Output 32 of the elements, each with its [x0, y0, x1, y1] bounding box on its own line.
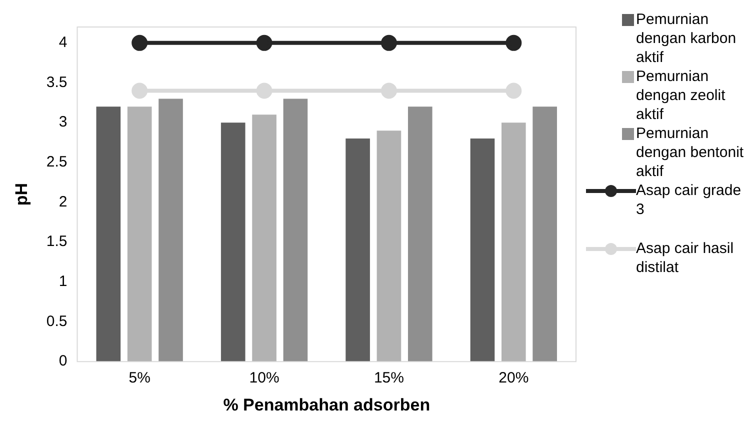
bar — [376, 130, 402, 362]
bar — [346, 138, 370, 362]
x-axis-title: % Penambahan adsorben — [223, 395, 430, 414]
bar — [408, 106, 432, 362]
y-axis-title: pH — [12, 182, 31, 206]
bar — [96, 106, 121, 362]
bar — [502, 122, 526, 362]
bar — [158, 98, 183, 362]
y-tick-label: 1.5 — [46, 233, 68, 250]
y-tick-label: 1 — [58, 273, 68, 290]
legend-label: Pemurnian dengan karbon aktif — [636, 10, 738, 67]
x-tick-label: 15% — [374, 370, 404, 387]
x-tick-label: 10% — [249, 370, 280, 387]
y-tick-label: 2.5 — [46, 154, 68, 171]
x-tick-label: 5% — [128, 370, 150, 387]
y-tick-label: 2 — [58, 193, 68, 210]
x-tick-label: 20% — [498, 370, 529, 387]
y-tick-label: 4 — [58, 34, 68, 52]
y-tick-label: 3.5 — [46, 74, 68, 91]
bar — [252, 114, 276, 362]
legend-label: Asap cair hasil distilat — [636, 239, 735, 277]
legend-label: Pemurnian dengan bentonit aktif — [636, 124, 744, 181]
bar — [532, 106, 557, 362]
y-tick-label: 3 — [58, 114, 68, 131]
bar — [283, 98, 308, 362]
bar — [220, 122, 246, 362]
y-tick-label: 0.5 — [46, 312, 68, 330]
y-tick-label: 0 — [58, 352, 68, 370]
bar — [127, 106, 152, 362]
legend-label: Pemurnian dengan zeolit aktif — [636, 67, 726, 124]
bar — [470, 138, 495, 362]
legend-label: Asap cair grade 3 — [636, 181, 742, 219]
